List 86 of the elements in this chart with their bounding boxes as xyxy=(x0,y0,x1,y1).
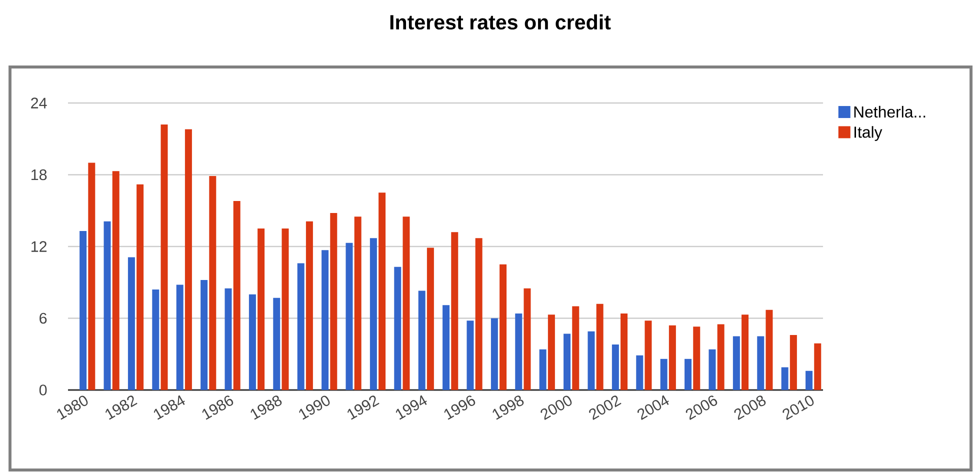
bar xyxy=(500,264,507,390)
x-tick-label: 1992 xyxy=(347,396,380,420)
bar xyxy=(233,201,240,390)
x-tick-label: 1982 xyxy=(105,396,138,420)
x-tick-label: 1984 xyxy=(154,395,185,420)
x-tick-label: 2006 xyxy=(686,396,718,420)
bar xyxy=(176,284,184,390)
bar xyxy=(612,344,619,390)
bar xyxy=(282,228,289,390)
bar xyxy=(684,358,692,390)
bar xyxy=(806,370,813,390)
bar xyxy=(370,238,377,390)
bar xyxy=(732,336,740,390)
bar xyxy=(451,232,458,390)
bar xyxy=(790,334,797,390)
bar xyxy=(466,320,474,390)
bar xyxy=(426,248,434,390)
x-tick-label: 2000 xyxy=(540,396,572,420)
bar xyxy=(258,228,265,390)
bar xyxy=(160,124,168,390)
bar xyxy=(742,314,749,390)
bar xyxy=(152,290,160,390)
x-tick-label: 1990 xyxy=(299,396,330,420)
bar xyxy=(693,326,700,390)
bar xyxy=(184,129,192,390)
bar xyxy=(322,250,329,390)
bar xyxy=(475,238,482,390)
bar xyxy=(224,288,232,390)
bar xyxy=(548,314,555,390)
chart-title: Interest rates on credit xyxy=(390,14,611,30)
bar xyxy=(572,306,580,390)
bar xyxy=(136,184,144,390)
bar xyxy=(248,294,256,390)
bar xyxy=(306,221,313,390)
bar xyxy=(814,343,822,390)
bar xyxy=(564,334,571,390)
y-tick-label: 0 xyxy=(39,384,47,396)
bar xyxy=(394,266,402,390)
bar xyxy=(209,176,216,390)
bar xyxy=(596,304,604,390)
bar xyxy=(717,324,724,390)
x-tick-label: 2004 xyxy=(637,395,669,420)
x-tick-label: 2008 xyxy=(734,396,766,420)
bar xyxy=(442,305,450,390)
bar xyxy=(346,242,353,390)
bar xyxy=(620,313,628,390)
x-tick-label: 2010 xyxy=(782,396,814,420)
x-tick-label: 1988 xyxy=(250,396,282,420)
bar xyxy=(539,349,546,390)
y-tick-label: 6 xyxy=(40,312,47,324)
x-tick-label: 1998 xyxy=(492,396,524,420)
y-tick-label: 12 xyxy=(31,241,47,252)
bar xyxy=(354,216,362,390)
y-tick-label: 18 xyxy=(31,169,47,180)
bar xyxy=(200,280,208,390)
bar xyxy=(781,367,788,390)
bar xyxy=(128,257,135,390)
bar xyxy=(378,192,386,390)
x-tick-label: 1980 xyxy=(57,396,88,420)
bar xyxy=(418,290,426,390)
x-tick-label: 1986 xyxy=(202,396,234,420)
x-tick-label: 1994 xyxy=(396,395,427,420)
legend-label: Netherla... xyxy=(854,106,926,118)
bar xyxy=(88,162,96,390)
bar xyxy=(273,298,280,390)
bar xyxy=(490,318,498,390)
bar xyxy=(668,325,676,390)
bar xyxy=(636,355,644,390)
bar xyxy=(402,216,410,390)
bar xyxy=(766,310,773,390)
bar xyxy=(80,230,87,390)
bar xyxy=(112,171,120,390)
legend-label: Italy xyxy=(854,126,882,141)
x-tick-label: 1996 xyxy=(444,396,476,420)
bar xyxy=(660,358,668,390)
x-tick-label: 2002 xyxy=(589,396,622,420)
bar xyxy=(515,313,522,390)
bar xyxy=(644,320,652,390)
bar xyxy=(297,263,304,390)
y-tick-label: 24 xyxy=(31,98,47,108)
bar xyxy=(588,331,595,390)
bar xyxy=(104,221,111,390)
bar xyxy=(708,349,716,390)
bar xyxy=(757,336,764,390)
bar xyxy=(330,213,338,390)
bar xyxy=(524,288,531,390)
